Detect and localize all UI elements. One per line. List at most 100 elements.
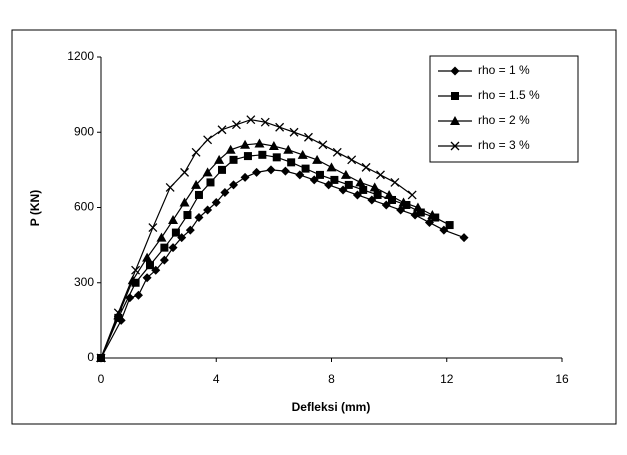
marker (373, 190, 382, 199)
legend-label: rho = 3 % (478, 138, 530, 152)
marker (326, 162, 337, 172)
marker (131, 265, 141, 275)
marker (450, 66, 460, 76)
marker (280, 166, 290, 176)
marker (412, 202, 423, 212)
marker (369, 182, 380, 192)
marker (145, 261, 154, 270)
marker (416, 208, 425, 217)
marker (268, 141, 279, 151)
marker (185, 225, 195, 235)
marker (254, 138, 265, 148)
marker (450, 141, 460, 151)
marker (243, 152, 252, 161)
marker (384, 189, 395, 199)
marker (445, 221, 454, 230)
marker (159, 255, 169, 265)
marker (376, 170, 385, 180)
marker (450, 116, 460, 125)
marker (388, 195, 397, 204)
marker (214, 154, 225, 164)
marker (217, 125, 227, 135)
marker (220, 187, 230, 197)
marker (301, 164, 310, 173)
marker (355, 177, 366, 187)
marker (142, 273, 152, 283)
marker (266, 165, 276, 175)
marker (427, 210, 438, 220)
marker (361, 162, 371, 172)
marker (332, 147, 342, 157)
x-tick-label: 12 (440, 372, 454, 386)
marker (295, 170, 305, 180)
marker (168, 243, 178, 253)
marker (240, 172, 250, 182)
x-tick-label: 0 (98, 372, 105, 386)
marker (206, 178, 215, 187)
x-axis-title: Defleksi (mm) (292, 400, 371, 414)
marker (252, 167, 262, 177)
marker (179, 197, 190, 207)
y-tick-label: 0 (87, 350, 94, 364)
marker (297, 149, 308, 159)
marker (133, 290, 143, 300)
marker (191, 179, 202, 189)
marker (240, 139, 251, 149)
marker (194, 190, 203, 199)
marker (156, 232, 167, 242)
marker (459, 233, 469, 243)
marker (191, 147, 201, 157)
marker (202, 167, 213, 177)
marker (289, 127, 299, 137)
marker (211, 197, 221, 207)
marker (407, 190, 417, 200)
marker (203, 135, 213, 145)
marker (287, 158, 296, 167)
marker (180, 167, 190, 177)
marker (275, 122, 285, 132)
marker (246, 115, 256, 125)
marker (312, 154, 323, 164)
marker (359, 185, 368, 194)
x-tick-label: 8 (328, 372, 335, 386)
marker (142, 252, 153, 262)
marker (315, 170, 324, 179)
legend-label: rho = 1 % (478, 63, 530, 77)
y-tick-label: 900 (74, 124, 94, 138)
marker (160, 243, 169, 252)
marker (218, 165, 227, 174)
marker (258, 150, 267, 159)
x-tick-label: 4 (213, 372, 220, 386)
marker (171, 228, 180, 237)
marker (318, 140, 328, 150)
marker (451, 92, 459, 100)
marker (260, 117, 270, 127)
marker (344, 180, 353, 189)
y-tick-label: 1200 (67, 49, 94, 63)
marker (390, 177, 400, 187)
marker (229, 155, 238, 164)
marker (168, 215, 179, 225)
marker (303, 132, 313, 142)
marker (148, 223, 158, 233)
legend-label: rho = 2 % (478, 113, 530, 127)
marker (229, 180, 239, 190)
x-tick-label: 16 (555, 372, 569, 386)
marker (165, 182, 175, 192)
marker (225, 144, 236, 154)
marker (347, 155, 357, 165)
y-tick-label: 300 (74, 275, 94, 289)
marker (183, 211, 192, 220)
series-line (100, 119, 413, 359)
marker (113, 308, 123, 318)
marker (398, 197, 409, 207)
marker (113, 310, 124, 320)
marker (194, 213, 204, 223)
y-tick-label: 600 (74, 200, 94, 214)
marker (330, 175, 339, 184)
marker (272, 153, 281, 162)
marker (231, 120, 241, 130)
marker (340, 169, 351, 179)
marker (203, 205, 213, 215)
marker (283, 144, 294, 154)
